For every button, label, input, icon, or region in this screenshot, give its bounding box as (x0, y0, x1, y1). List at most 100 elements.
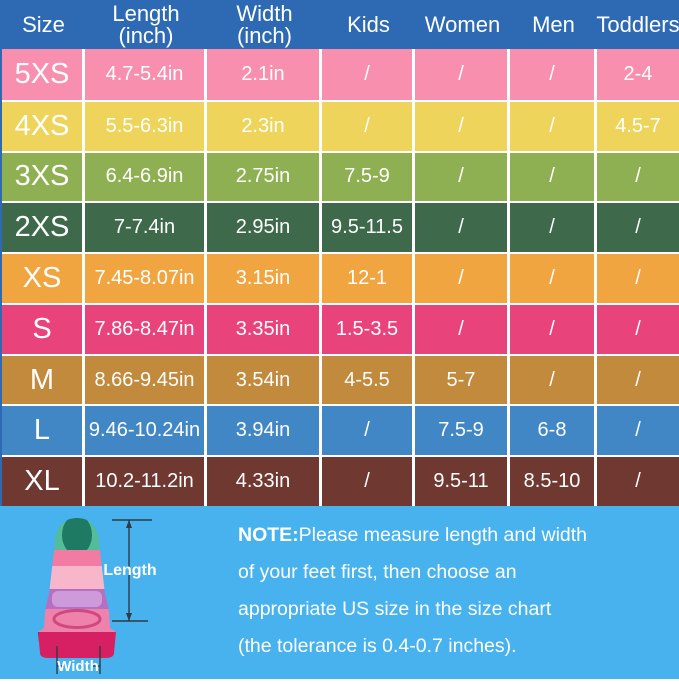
cell-men: / (510, 304, 597, 354)
header-line: Width (236, 0, 293, 26)
cell-kids: / (322, 457, 415, 506)
cell-kids: 12-1 (322, 254, 415, 303)
cell-kids: / (322, 406, 415, 456)
column-header-toddlers: Toddlers (596, 0, 679, 49)
cell-toddlers: 4.5-7 (615, 114, 661, 137)
cell-width: 2.3in (207, 101, 322, 151)
cell-kids: 9.5-11.5 (322, 203, 415, 253)
cell-length: 5.5-6.3in (85, 101, 207, 151)
header-subline: (inch) (236, 22, 292, 48)
cell-women: 5-7 (415, 355, 510, 405)
cell-width: 4.33in (207, 457, 322, 506)
header-line: Length (112, 0, 180, 26)
header-line: Size (22, 11, 65, 37)
table-row: XS 7.45-8.07in 3.15in 12-1 / / / (2, 252, 679, 303)
fin-body (38, 518, 116, 658)
cell-women: / (415, 49, 510, 100)
cell-women: / (415, 304, 510, 354)
cell-size: S (2, 304, 85, 354)
note-line: (the tolerance is 0.4-0.7 inches). (238, 635, 517, 657)
cell-kids: / (322, 101, 415, 151)
cell-women: 7.5-9 (415, 406, 510, 456)
cell-toddlers: 2-4 (623, 62, 653, 85)
fin-illustration: Length Width (0, 506, 235, 684)
cell-toddlers: / (635, 368, 641, 391)
cell-toddlers: / (635, 419, 641, 442)
header-line: Kids (347, 11, 390, 37)
cell-size: 5XS (2, 49, 85, 100)
table-row: 3XS 6.4-6.9in 2.75in 7.5-9 / / / (2, 150, 679, 202)
table-row: 2XS 7-7.4in 2.95in 9.5-11.5 / / / (2, 201, 679, 253)
cell-size: M (2, 355, 85, 405)
note-label: NOTE: (238, 524, 299, 546)
cell-width: 3.35in (207, 304, 322, 354)
footer-note-section: Length Width NOTE:Please measure length … (0, 506, 679, 679)
cell-toddlers: / (635, 216, 641, 239)
arrowhead-down-icon (126, 613, 132, 621)
cell-men: / (510, 49, 597, 100)
table-row: 5XS 4.7-5.4in 2.1in / / / 2-4 (2, 49, 679, 100)
cell-women: 9.5-11 (415, 457, 510, 506)
cell-men: 8.5-10 (510, 457, 597, 506)
header-line: Men (532, 11, 575, 37)
cell-length: 4.7-5.4in (85, 49, 207, 100)
cell-width: 3.15in (207, 254, 322, 303)
column-header-kids: Kids (322, 0, 415, 49)
cell-men: / (510, 355, 597, 405)
cell-women: / (415, 254, 510, 303)
column-header-width: Width (inch) (207, 0, 322, 49)
cell-toddlers: / (635, 165, 641, 188)
cell-women: / (415, 152, 510, 202)
table-row: S 7.86-8.47in 3.35in 1.5-3.5 / / / (2, 302, 679, 354)
cell-women: / (415, 101, 510, 151)
length-label: Length (103, 562, 156, 579)
cell-length: 8.66-9.45in (85, 355, 207, 405)
cell-length: 7-7.4in (85, 203, 207, 253)
cell-size: 3XS (2, 152, 85, 202)
cell-length: 10.2-11.2in (85, 457, 207, 506)
cell-men: / (510, 203, 597, 253)
cell-men: 6-8 (510, 406, 597, 456)
foot-opening (52, 609, 102, 629)
cell-width: 2.75in (207, 152, 322, 202)
cell-kids: / (322, 49, 415, 100)
cell-kids: 1.5-3.5 (322, 304, 415, 354)
column-header-length: Length (inch) (85, 0, 207, 49)
note-line: appropriate US size in the size chart (238, 598, 552, 620)
cell-size: XS (2, 254, 85, 303)
cell-length: 9.46-10.24in (85, 406, 207, 456)
cell-size: L (2, 406, 85, 456)
table-body: 5XS 4.7-5.4in 2.1in / / / 2-4 4XS 5.5-6.… (2, 49, 679, 506)
table-row: L 9.46-10.24in 3.94in / 7.5-9 6-8 / (2, 404, 679, 456)
cell-toddlers: / (635, 470, 641, 493)
width-label: Width (57, 658, 99, 675)
cell-men: / (510, 254, 597, 303)
note-line: NOTE:Please measure length and width (238, 524, 588, 546)
cell-kids: 7.5-9 (322, 152, 415, 202)
cell-size: 2XS (2, 203, 85, 253)
table-row: 4XS 5.5-6.3in 2.3in / / / 4.5-7 (2, 99, 679, 151)
cell-kids: 4-5.5 (322, 355, 415, 405)
table-row: XL 10.2-11.2in 4.33in / 9.5-11 8.5-10 / (2, 455, 679, 506)
cell-width: 3.54in (207, 355, 322, 405)
header-subline: (inch) (118, 22, 174, 48)
table-row: M 8.66-9.45in 3.54in 4-5.5 5-7 / / (2, 353, 679, 405)
cell-length: 6.4-6.9in (85, 152, 207, 202)
column-header-women: Women (415, 0, 510, 49)
cell-length: 7.86-8.47in (85, 304, 207, 354)
cell-toddlers: / (635, 317, 641, 340)
cell-women: / (415, 203, 510, 253)
note-text: NOTE:Please measure length and width of … (238, 517, 668, 665)
cell-length: 7.45-8.07in (85, 254, 207, 303)
arrowhead-up-icon (126, 520, 132, 528)
cell-width: 2.95in (207, 203, 322, 253)
table-header-row: Size Length (inch) Width (inch) Kids Women… (2, 0, 679, 49)
column-header-men: Men (510, 0, 597, 49)
cell-men: / (510, 152, 597, 202)
cell-size: XL (2, 457, 85, 506)
header-line: Women (424, 11, 501, 37)
width-dimension-line (56, 646, 101, 674)
size-chart-table: Size Length (inch) Width (inch) Kids Women… (0, 0, 679, 506)
column-header-size: Size (2, 0, 85, 49)
